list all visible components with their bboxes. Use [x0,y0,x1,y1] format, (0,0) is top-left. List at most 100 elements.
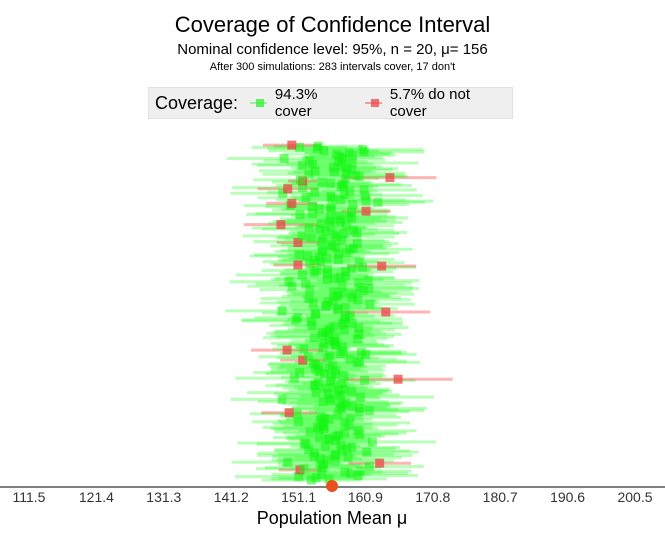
mean-point-cover [292,409,302,419]
mean-point-cover [322,253,332,263]
mean-point-cover [334,385,344,395]
mean-point-not-cover [284,408,294,418]
mean-point-cover [360,375,370,385]
mean-point-cover [330,332,340,342]
mean-point-cover [326,192,336,202]
mean-point-cover [363,276,373,286]
mean-point-cover [342,164,352,174]
mean-point-cover [347,158,357,168]
x-tick-label: 160.9 [348,489,383,505]
mean-point-cover [329,163,339,173]
mean-point-cover [348,199,358,209]
mean-point-cover [305,259,315,269]
mean-point-cover [305,285,315,295]
mean-point-cover [304,156,314,166]
mean-point-cover [313,422,323,432]
mean-point-cover [299,464,309,474]
mean-point-cover [337,280,347,290]
legend-item-cover: 94.3% cover [250,86,345,120]
mean-point-cover [304,445,314,455]
mean-point-cover [329,287,339,297]
mean-point-not-cover [393,374,403,384]
mean-point-cover [315,224,325,234]
mean-point-cover [349,225,359,235]
mean-point-not-cover [293,260,303,270]
mean-point-cover [330,273,340,283]
mean-point-cover [314,252,324,262]
mean-point-not-cover [283,184,293,194]
legend-key-not-cover [365,99,382,107]
mean-point-cover [304,294,314,304]
mean-point-cover [352,426,362,436]
mean-point-cover [339,229,349,239]
mean-point-cover [325,214,335,224]
mean-point-cover [337,342,347,352]
mean-point-cover [295,142,305,152]
mean-point-cover [354,329,364,339]
mean-point-cover [299,438,309,448]
mean-point-cover [342,221,352,231]
mean-point-cover [336,195,346,205]
mean-point-cover [342,444,352,454]
mean-point-cover [295,210,305,220]
population-mean-marker [326,480,338,492]
mean-point-cover [283,457,293,467]
x-tick-label: 111.5 [13,489,46,505]
chart-subtitle: Nominal confidence level: 95%, n = 20, μ… [177,41,488,58]
mean-point-not-cover [375,458,385,468]
mean-point-cover [320,441,330,451]
mean-point-cover [331,449,341,459]
mean-point-cover [318,397,328,407]
chart-title: Coverage of Confidence Interval [174,12,491,37]
mean-point-cover [279,154,289,164]
mean-point-cover [347,387,357,397]
mean-point-cover [319,146,329,156]
mean-point-cover [278,188,288,198]
mean-point-cover [316,219,326,229]
mean-point-cover [337,235,347,245]
x-tick-label: 141.2 [214,489,249,505]
mean-point-cover [316,469,326,479]
legend-key-cover [250,99,267,107]
mean-point-cover [277,394,287,404]
mean-point-cover [345,354,355,364]
mean-point-cover [324,474,334,484]
mean-point-cover [277,306,287,316]
mean-point-cover [347,263,357,273]
x-tick-label: 170.8 [415,489,450,505]
mean-point-cover [295,367,305,377]
mean-point-not-cover [361,206,371,216]
mean-point-cover [323,297,333,307]
mean-point-cover [325,351,335,361]
mean-point-cover [354,258,364,268]
mean-point-cover [320,226,330,236]
mean-point-cover [329,322,339,332]
legend-item-not-cover: 5.7% do not cover [365,86,492,120]
mean-point-cover [322,264,332,274]
mean-point-cover [294,472,304,482]
mean-point-cover [309,448,319,458]
mean-point-cover [364,406,374,416]
mean-point-cover [308,208,318,218]
mean-point-cover [311,266,321,276]
mean-point-cover [339,325,349,335]
mean-point-cover [346,468,356,478]
mean-point-cover [317,177,327,187]
mean-point-cover [362,447,372,457]
mean-point-cover [341,398,351,408]
mean-point-cover [319,338,329,348]
mean-point-cover [297,160,307,170]
mean-point-cover [338,288,348,298]
mean-point-cover [354,323,364,333]
mean-point-cover [298,183,308,193]
mean-point-cover [294,250,304,260]
mean-point-cover [347,443,357,453]
mean-point-cover [348,289,358,299]
mean-point-cover [317,245,327,255]
mean-point-cover [355,392,365,402]
mean-point-cover [306,233,316,243]
mean-point-cover [324,335,334,345]
mean-point-cover [304,169,314,179]
mean-point-cover [359,185,369,195]
